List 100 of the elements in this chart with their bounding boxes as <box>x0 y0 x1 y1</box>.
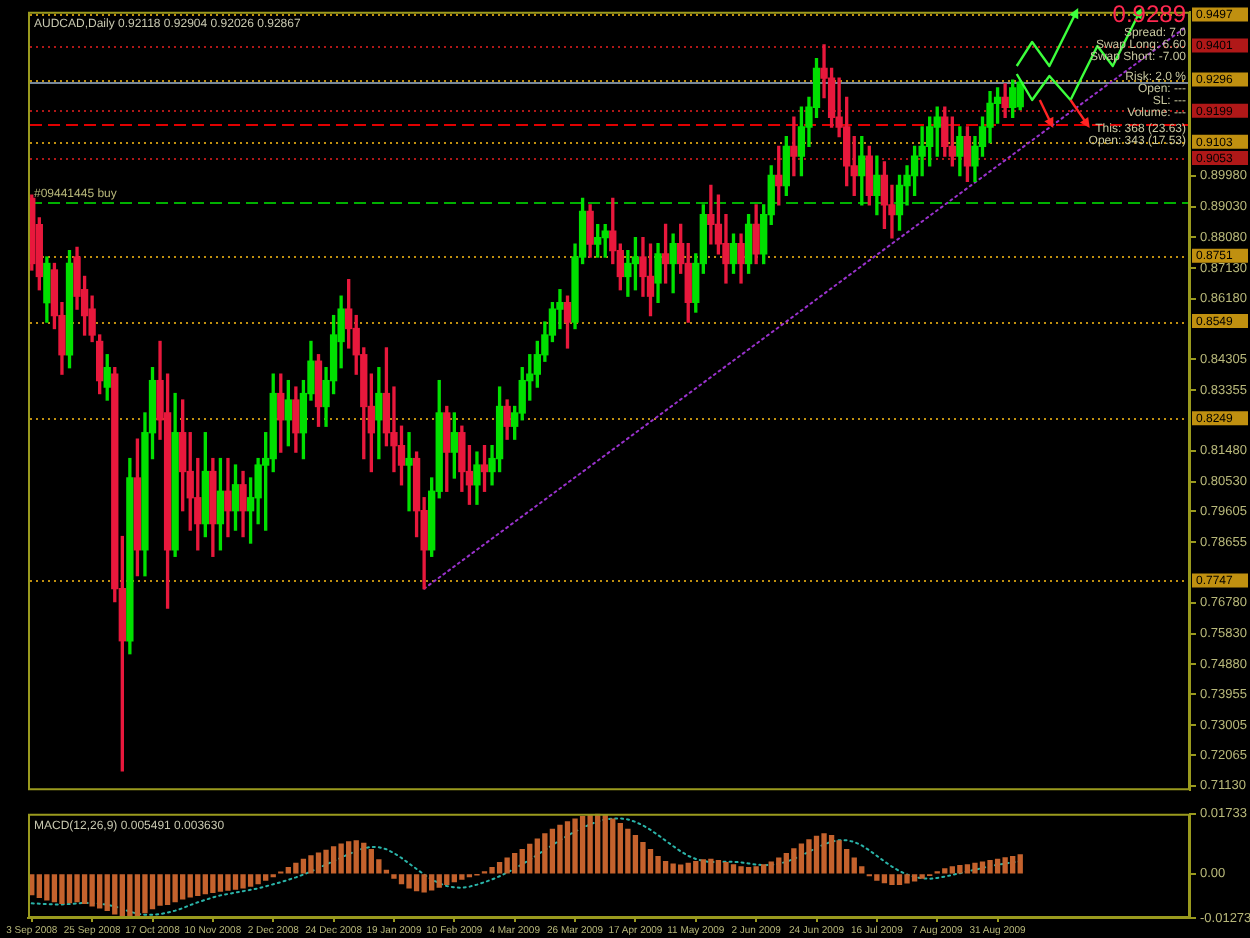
bar <box>217 874 224 892</box>
bar <box>534 838 540 874</box>
bar <box>247 874 254 887</box>
bar <box>240 874 246 889</box>
bar <box>180 874 186 900</box>
bar <box>74 874 80 903</box>
bar <box>987 860 993 874</box>
candlestick <box>790 116 798 177</box>
bar <box>149 874 156 910</box>
bar <box>700 859 706 874</box>
bar <box>489 866 495 874</box>
bar <box>436 874 442 888</box>
bar <box>632 835 639 874</box>
bar <box>745 866 752 874</box>
bar <box>451 874 457 883</box>
candlestick <box>224 457 232 538</box>
bar <box>904 874 910 884</box>
bar <box>112 874 118 915</box>
bar <box>119 874 125 918</box>
bar <box>957 864 963 874</box>
bar <box>685 862 691 874</box>
bar <box>1010 855 1016 874</box>
line-series <box>30 817 1022 916</box>
bar <box>519 848 525 874</box>
bar <box>444 874 450 885</box>
bar <box>59 874 65 904</box>
bar <box>232 874 239 890</box>
bar <box>368 848 374 874</box>
bar <box>323 849 329 874</box>
bar <box>104 874 110 911</box>
bar <box>678 864 684 874</box>
bar <box>655 855 661 874</box>
bar <box>512 853 518 874</box>
bar <box>549 828 556 874</box>
bar <box>979 861 986 874</box>
bar <box>806 839 812 874</box>
bar <box>708 858 714 874</box>
bar <box>527 843 533 874</box>
bar <box>942 868 948 874</box>
bar <box>157 874 163 906</box>
bar <box>693 861 699 874</box>
bar <box>821 833 827 874</box>
bar <box>361 842 367 874</box>
bar <box>202 874 208 895</box>
bar <box>263 874 269 881</box>
bar <box>972 862 978 874</box>
bar <box>572 818 578 874</box>
bar <box>791 848 797 874</box>
bar <box>715 860 722 874</box>
bar <box>51 874 58 903</box>
bar <box>413 874 420 892</box>
bar <box>1017 854 1023 874</box>
bar <box>730 864 737 874</box>
bar <box>421 874 427 893</box>
bar <box>134 874 141 917</box>
bar <box>300 858 307 874</box>
bar <box>851 857 857 874</box>
bar <box>579 816 586 874</box>
bar <box>330 846 337 874</box>
bar <box>647 848 654 874</box>
bar <box>127 874 133 918</box>
bar <box>662 861 669 874</box>
bar <box>89 874 95 907</box>
bar <box>874 874 880 881</box>
bar <box>504 857 510 874</box>
bar <box>564 821 571 874</box>
bar <box>994 858 1001 874</box>
bar <box>542 833 548 874</box>
bar <box>813 835 820 874</box>
bar <box>293 862 299 874</box>
bar <box>338 843 344 874</box>
bar <box>783 853 789 874</box>
bar <box>587 814 593 874</box>
bar <box>496 862 503 874</box>
bar <box>595 813 601 874</box>
bar <box>187 874 193 898</box>
bar <box>346 841 352 874</box>
bar <box>889 874 895 885</box>
bar <box>285 866 291 874</box>
bar <box>398 874 405 885</box>
bar <box>557 824 563 874</box>
bar <box>459 874 465 880</box>
bar <box>602 814 608 874</box>
bar <box>315 852 322 874</box>
bar <box>670 863 676 874</box>
bar <box>753 866 759 874</box>
bar <box>768 861 774 874</box>
bar <box>836 840 842 874</box>
bar <box>844 848 850 874</box>
bar <box>798 843 805 874</box>
bar <box>964 864 971 874</box>
bar <box>81 874 88 904</box>
bar <box>723 862 729 874</box>
bar <box>776 857 782 874</box>
bar <box>308 855 314 874</box>
bar <box>97 874 103 909</box>
bar <box>353 840 359 874</box>
bar <box>761 864 767 874</box>
bar <box>610 818 616 874</box>
bar <box>44 874 50 901</box>
